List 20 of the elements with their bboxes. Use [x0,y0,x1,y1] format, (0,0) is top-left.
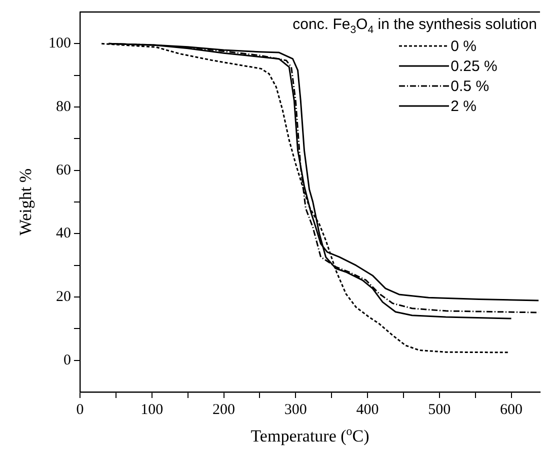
x-tick-label: 200 [212,402,235,418]
y-tick-label: 60 [56,162,71,178]
x-axis-title: Temperature ($^{o}$C) [250,424,370,447]
x-tick-label: 300 [284,402,307,418]
y-tick-label: 20 [56,288,71,305]
legend-label: 0 % [450,38,477,54]
legend-label: 0.25 % [450,58,498,74]
x-tick-label: 100 [140,402,164,418]
x-tick-label: 500 [428,402,451,418]
y-tick-label: 0 [64,352,71,368]
y-tick-label: 100 [48,36,71,52]
legend-label: 0.5 % [450,78,490,94]
x-tick-label: 0 [76,402,84,418]
y-axis-title: Weight % [16,168,36,236]
legend-label: 2 % [450,98,477,114]
legend-title: conc. Fe$_{3}$O$_{4}$ in the synthesis solution [292,16,537,36]
x-tick-label: 600 [500,402,522,418]
y-tick-label: 80 [56,98,71,115]
x-tick-label: 400 [356,402,379,418]
y-tick-label: 40 [56,226,71,242]
